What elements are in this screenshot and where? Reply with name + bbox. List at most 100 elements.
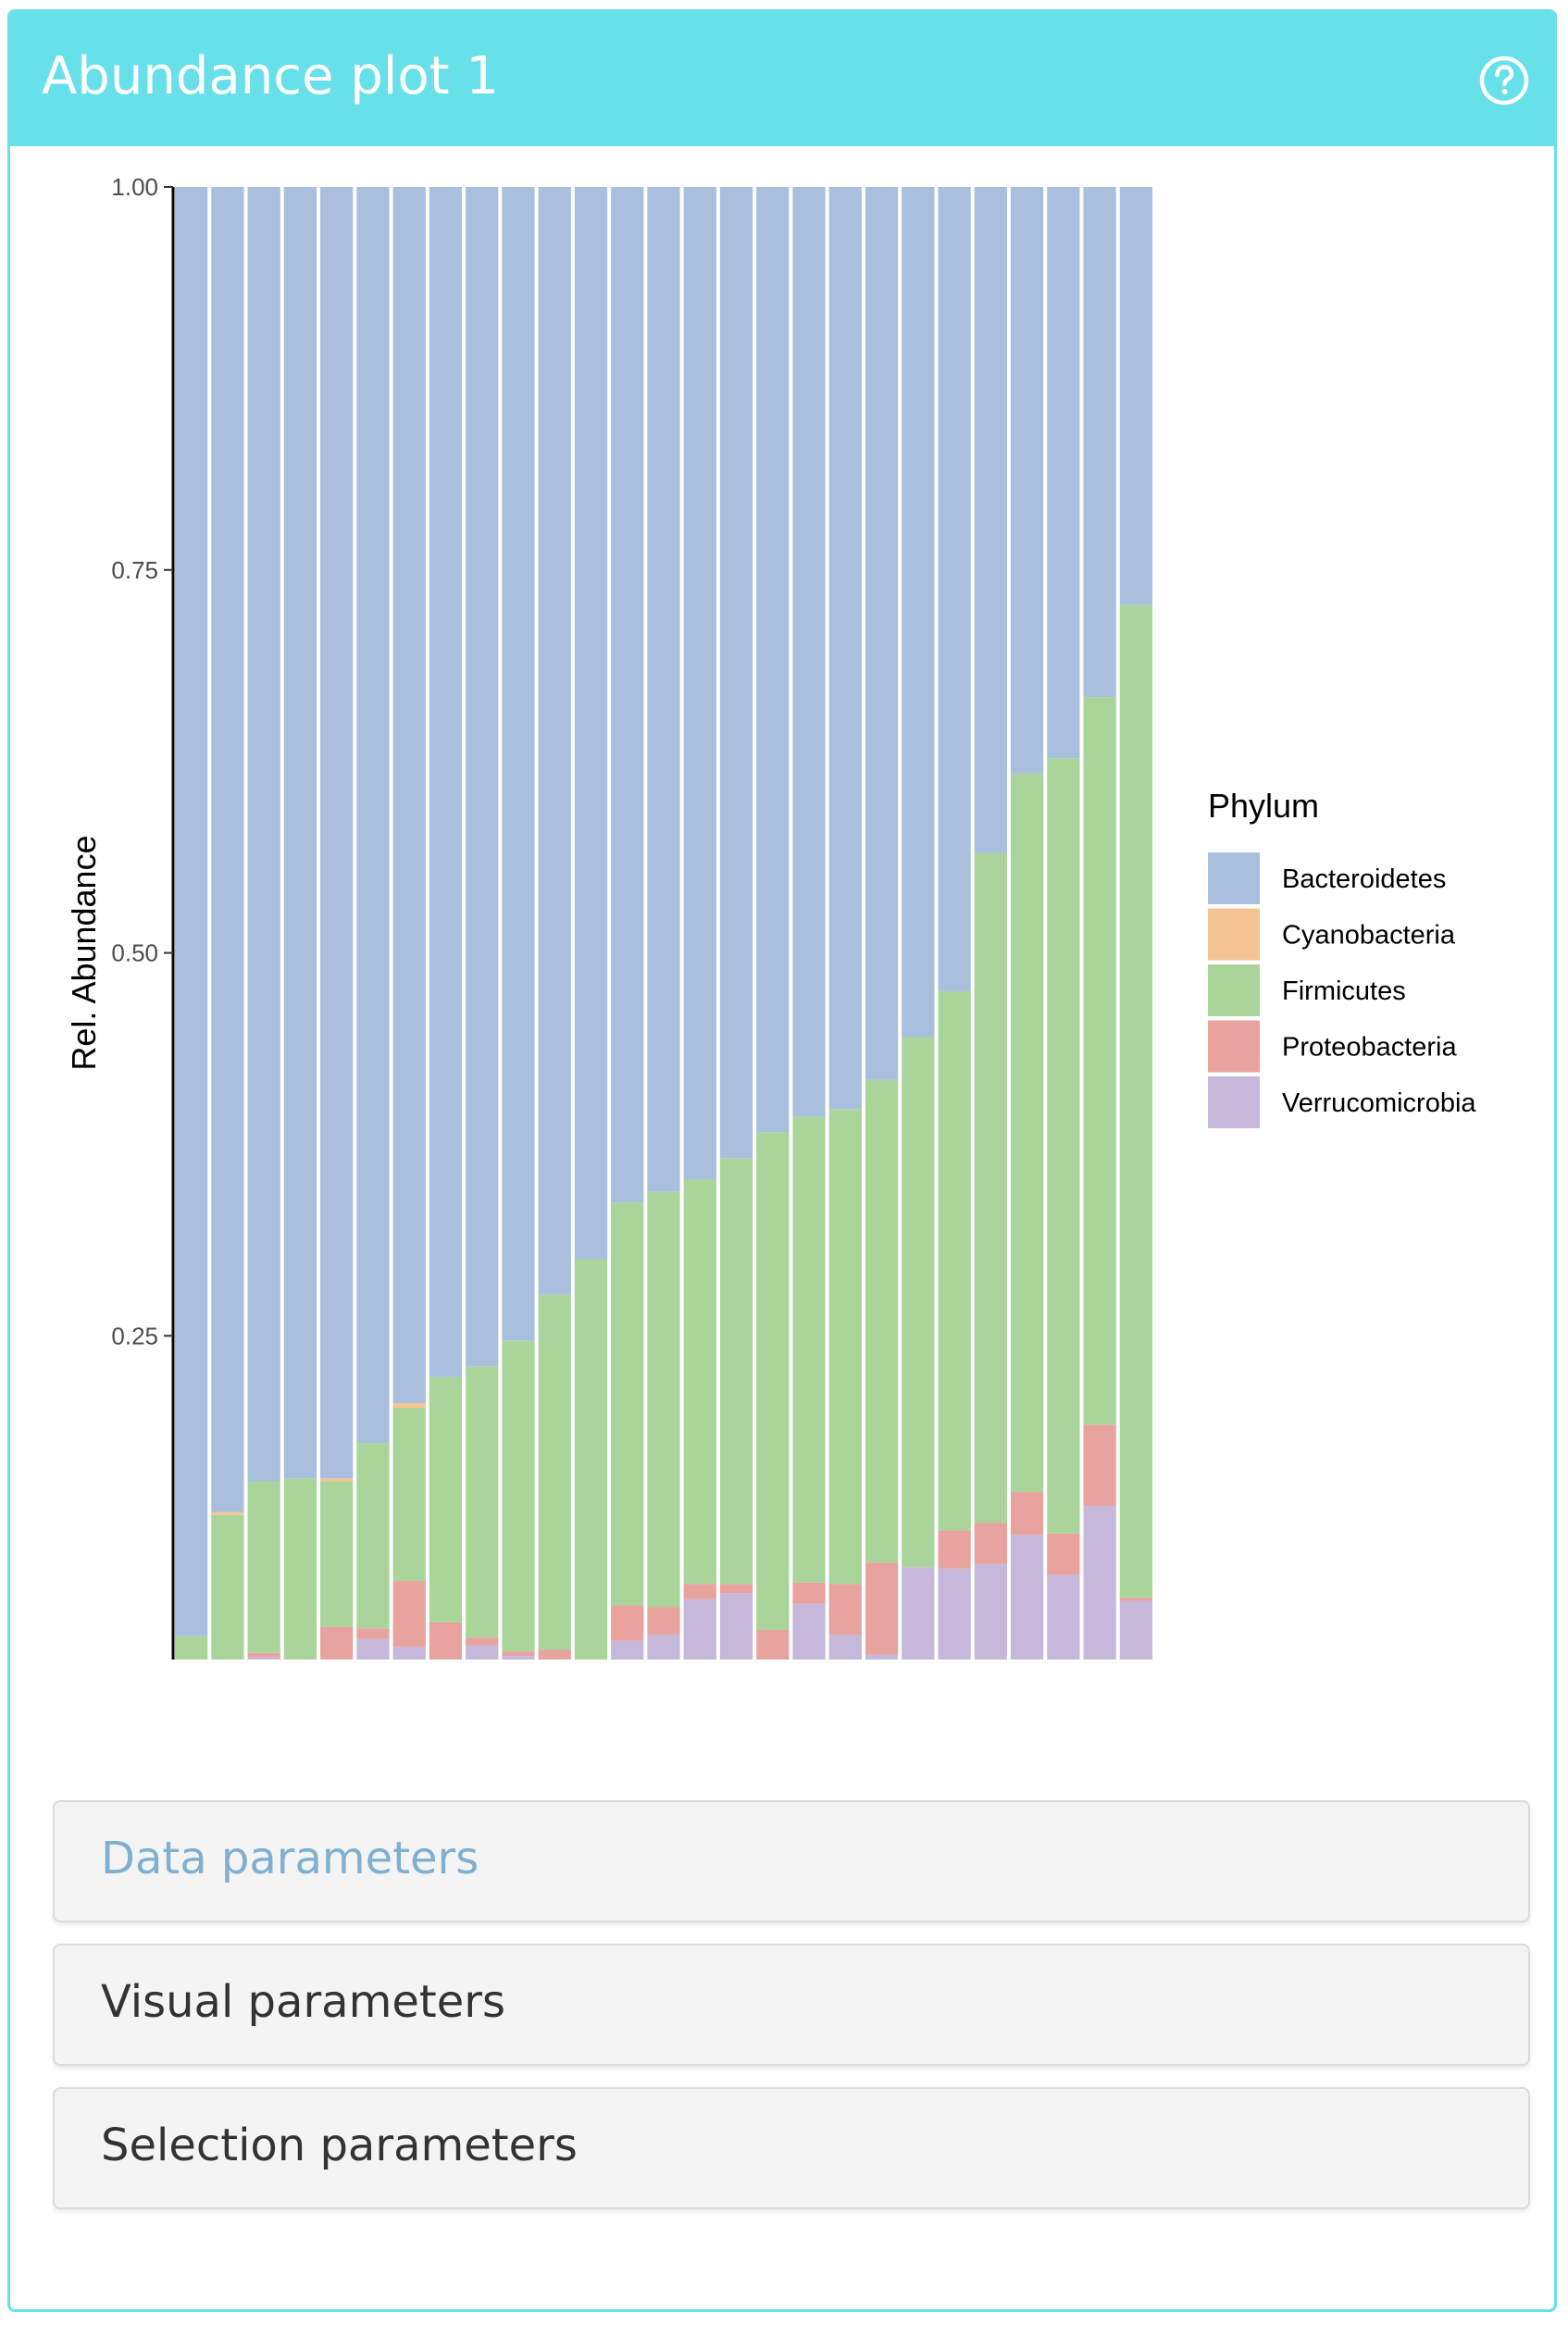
bar-13-proteobacteria xyxy=(611,1605,644,1641)
bar-8-bacteroidetes xyxy=(429,187,463,1377)
abundance-plot-panel: Abundance plot 1 0.000.250.500.751.00Sam… xyxy=(7,9,1557,2312)
bar-10-proteobacteria xyxy=(502,1651,535,1657)
visual-parameters-accordion[interactable]: Visual parameters xyxy=(53,1944,1530,2066)
data-parameters-label: Data parameters xyxy=(101,1833,479,1884)
bar-24-firmicutes xyxy=(1010,773,1044,1493)
bar-18-bacteroidetes xyxy=(792,187,826,1117)
bar-11-firmicutes xyxy=(538,1294,571,1650)
bar-7-verrucomicrobia xyxy=(392,1647,426,1660)
bar-25-bacteroidetes xyxy=(1047,187,1080,759)
bar-24-bacteroidetes xyxy=(1010,187,1044,774)
bar-27-proteobacteria xyxy=(1119,1598,1152,1601)
bar-16-verrucomicrobia xyxy=(719,1593,753,1660)
bar-7-firmicutes xyxy=(392,1408,426,1582)
bar-13-verrucomicrobia xyxy=(611,1640,644,1660)
bar-12-bacteroidetes xyxy=(574,187,608,1260)
bar-2-bacteroidetes xyxy=(211,187,244,1512)
bar-15-verrucomicrobia xyxy=(683,1598,716,1660)
bar-23-firmicutes xyxy=(974,852,1007,1523)
bar-19-bacteroidetes xyxy=(828,187,862,1110)
bar-25-proteobacteria xyxy=(1047,1533,1080,1575)
bar-23-bacteroidetes xyxy=(974,187,1007,853)
bar-3-proteobacteria xyxy=(247,1652,280,1658)
panel-title: Abundance plot 1 xyxy=(42,46,499,106)
bar-15-proteobacteria xyxy=(683,1584,716,1599)
bar-8-firmicutes xyxy=(429,1376,463,1623)
panel-header: Abundance plot 1 xyxy=(10,12,1554,146)
bar-1-firmicutes xyxy=(175,1635,208,1660)
bar-8-proteobacteria xyxy=(429,1622,463,1660)
bar-19-proteobacteria xyxy=(828,1584,862,1635)
bar-14-proteobacteria xyxy=(647,1607,680,1635)
bar-26-verrucomicrobia xyxy=(1083,1505,1116,1660)
legend-label-proteobacteria: Proteobacteria xyxy=(1282,1033,1457,1063)
bar-14-verrucomicrobia xyxy=(647,1634,680,1660)
bar-19-firmicutes xyxy=(828,1109,862,1585)
bar-15-firmicutes xyxy=(683,1179,716,1585)
bar-9-proteobacteria xyxy=(466,1637,499,1646)
bar-6-firmicutes xyxy=(356,1443,390,1629)
bar-26-firmicutes xyxy=(1083,697,1116,1425)
bar-26-bacteroidetes xyxy=(1083,187,1116,698)
bar-9-firmicutes xyxy=(466,1366,499,1638)
data-parameters-accordion[interactable]: Data parameters xyxy=(53,1800,1530,1922)
legend-key-firmicutes xyxy=(1208,964,1260,1016)
question-circle-icon[interactable] xyxy=(1478,55,1530,106)
bar-21-bacteroidetes xyxy=(902,187,935,1038)
bar-20-bacteroidetes xyxy=(865,187,899,1080)
bar-9-bacteroidetes xyxy=(466,187,499,1367)
bar-13-firmicutes xyxy=(611,1202,644,1606)
bar-2-firmicutes xyxy=(211,1514,244,1660)
bar-21-firmicutes xyxy=(902,1037,935,1568)
bar-10-bacteroidetes xyxy=(502,187,535,1341)
bar-10-firmicutes xyxy=(502,1340,535,1652)
bar-25-verrucomicrobia xyxy=(1047,1574,1080,1660)
bar-14-firmicutes xyxy=(647,1191,680,1608)
bar-2-cyanobacteria xyxy=(211,1511,244,1515)
legend-label-cyanobacteria: Cyanobacteria xyxy=(1282,921,1456,951)
legend-key-proteobacteria xyxy=(1208,1020,1260,1073)
bar-22-firmicutes xyxy=(938,990,971,1531)
bar-18-proteobacteria xyxy=(792,1582,826,1604)
bar-17-firmicutes xyxy=(756,1132,790,1631)
bar-5-proteobacteria xyxy=(320,1626,354,1660)
bar-25-firmicutes xyxy=(1047,758,1080,1534)
bar-1-bacteroidetes xyxy=(175,187,208,1636)
y-tick-label-1-00: 1.00 xyxy=(111,173,158,201)
legend-key-bacteroidetes xyxy=(1208,852,1260,904)
bar-12-firmicutes xyxy=(574,1259,608,1660)
bar-3-bacteroidetes xyxy=(247,187,280,1482)
bar-22-bacteroidetes xyxy=(938,187,971,991)
bar-7-bacteroidetes xyxy=(392,187,426,1404)
bar-9-verrucomicrobia xyxy=(466,1645,499,1660)
bar-22-proteobacteria xyxy=(938,1530,971,1569)
bar-24-verrucomicrobia xyxy=(1010,1535,1044,1660)
legend-key-cyanobacteria xyxy=(1208,908,1260,961)
bar-27-firmicutes xyxy=(1119,604,1152,1598)
bar-4-bacteroidetes xyxy=(283,187,317,1479)
bar-17-bacteroidetes xyxy=(756,187,790,1133)
bar-16-bacteroidetes xyxy=(719,187,753,1159)
bar-7-cyanobacteria xyxy=(392,1403,426,1409)
bar-20-verrucomicrobia xyxy=(865,1654,899,1660)
bar-5-bacteroidetes xyxy=(320,187,354,1479)
visual-parameters-label: Visual parameters xyxy=(101,1976,505,2028)
bar-16-firmicutes xyxy=(719,1158,753,1585)
bar-7-proteobacteria xyxy=(392,1581,426,1647)
bar-26-proteobacteria xyxy=(1083,1424,1116,1506)
bar-22-verrucomicrobia xyxy=(938,1568,971,1660)
bar-20-firmicutes xyxy=(865,1079,899,1563)
bar-24-proteobacteria xyxy=(1010,1492,1044,1535)
bar-3-verrucomicrobia xyxy=(247,1657,280,1660)
bar-3-firmicutes xyxy=(247,1481,280,1653)
bar-6-verrucomicrobia xyxy=(356,1638,390,1660)
bar-21-verrucomicrobia xyxy=(902,1567,935,1660)
bar-23-verrucomicrobia xyxy=(974,1563,1007,1660)
bar-11-bacteroidetes xyxy=(538,187,571,1295)
bar-15-bacteroidetes xyxy=(683,187,716,1180)
y-tick-label-0-25: 0.25 xyxy=(111,1322,158,1349)
y-tick-label-0-75: 0.75 xyxy=(111,556,158,584)
bar-11-proteobacteria xyxy=(538,1649,571,1660)
selection-parameters-accordion[interactable]: Selection parameters xyxy=(53,2087,1530,2209)
legend-label-bacteroidetes: Bacteroidetes xyxy=(1282,864,1446,894)
